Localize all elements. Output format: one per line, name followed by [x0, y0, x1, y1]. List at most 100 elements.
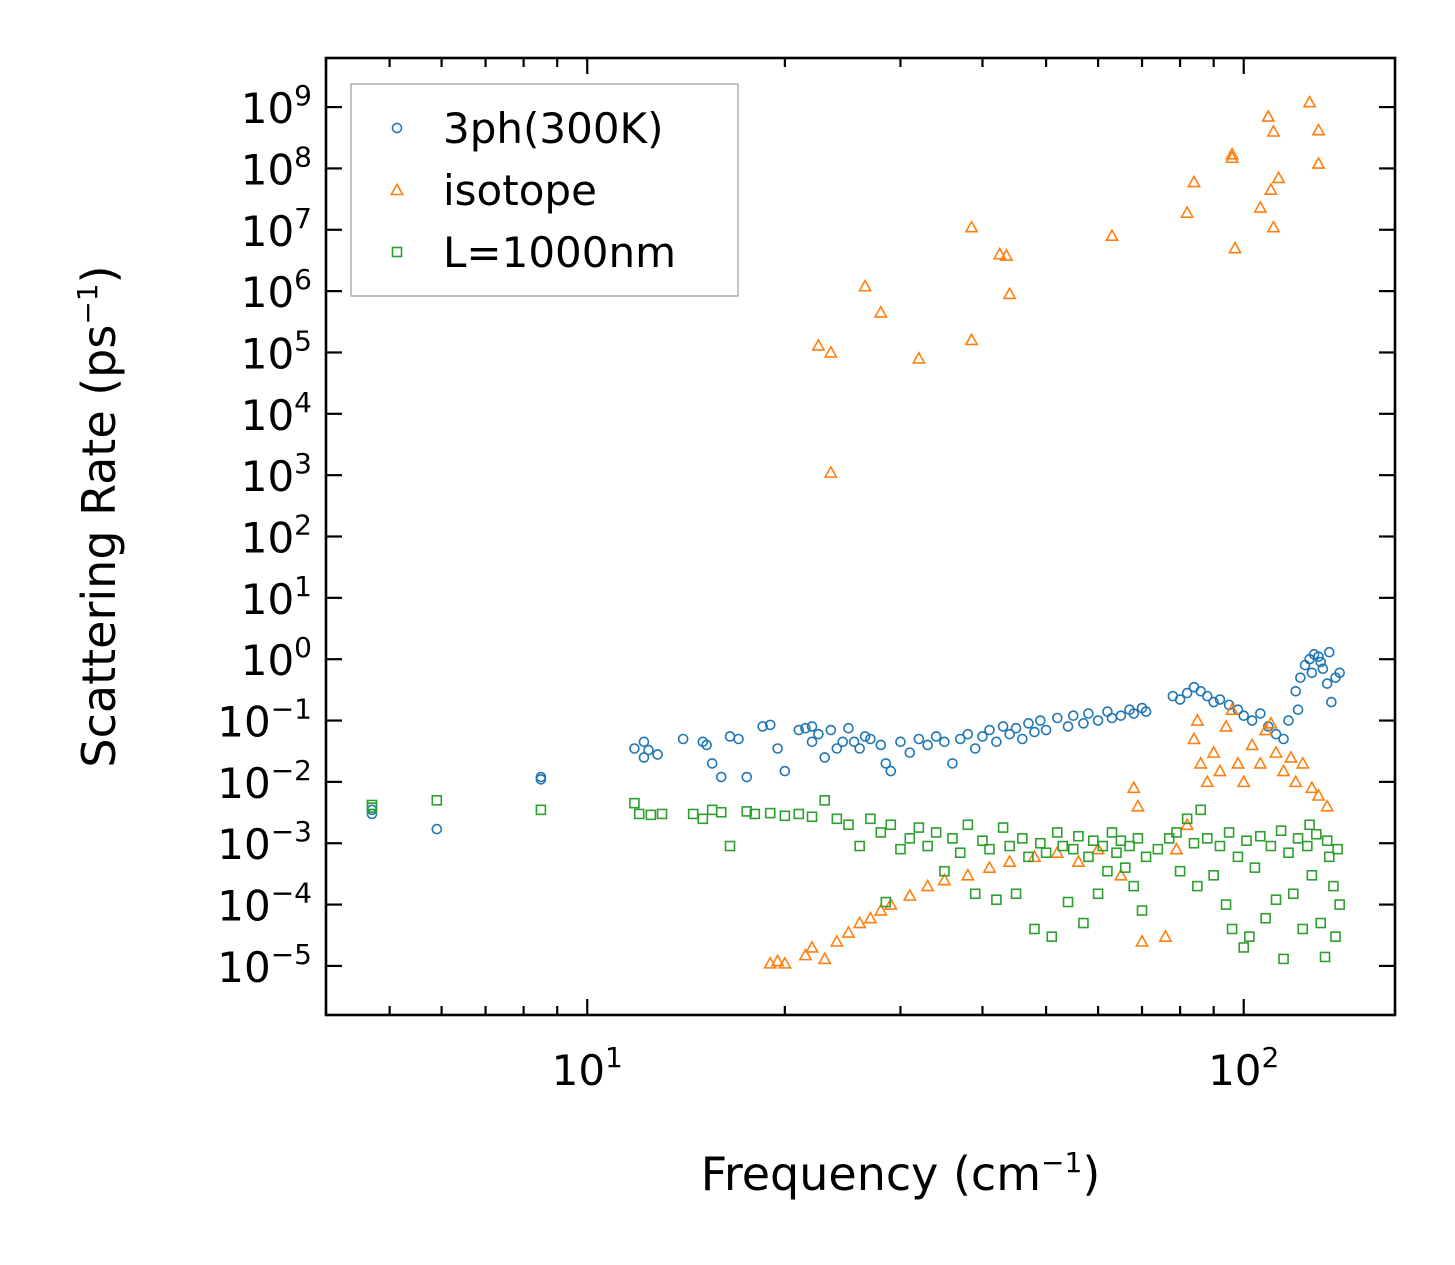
square-marker	[633, 808, 645, 820]
square-marker	[1140, 851, 1152, 863]
circle-marker	[1214, 694, 1226, 705]
triangle-marker	[1091, 841, 1106, 855]
square-marker	[913, 822, 925, 833]
triangle-legend-icon	[390, 182, 404, 196]
square-marker	[947, 833, 958, 844]
y-tick-label: 10−1	[217, 693, 312, 747]
square-marker	[1270, 894, 1282, 906]
square-marker	[991, 894, 1002, 906]
circle-marker	[875, 739, 887, 751]
square-marker	[939, 865, 950, 877]
triangle-marker	[805, 940, 820, 953]
square-marker	[1092, 888, 1104, 900]
circle-marker	[1283, 715, 1294, 726]
triangle-marker	[1253, 756, 1268, 769]
circle-marker	[947, 758, 958, 769]
square-marker	[1208, 870, 1219, 881]
triangle-marker	[964, 219, 979, 233]
square-marker	[977, 835, 988, 846]
triangle-marker	[1288, 774, 1303, 788]
triangle-marker	[1187, 731, 1201, 745]
square-marker	[885, 819, 897, 831]
square-marker	[1311, 828, 1322, 840]
circle-marker	[1255, 708, 1266, 719]
circle-marker	[643, 744, 654, 756]
circle-marker	[772, 743, 783, 754]
triangle-marker	[1105, 228, 1119, 242]
square-marker	[431, 795, 443, 806]
circle-marker	[1290, 685, 1301, 697]
square-marker	[904, 833, 916, 844]
circle-marker	[1092, 715, 1104, 726]
square-marker	[1119, 862, 1131, 873]
triangle-marker	[1071, 854, 1086, 867]
square-marker	[954, 847, 966, 859]
triangle-marker	[1311, 156, 1326, 169]
square-marker	[1275, 825, 1287, 837]
legend-label: 3ph(300K)	[443, 104, 663, 153]
circle-marker	[1299, 659, 1311, 671]
square-marker	[1306, 870, 1318, 881]
circle-marker	[1106, 712, 1118, 724]
y-tick-label: 109	[241, 79, 312, 133]
circle-marker	[806, 721, 818, 732]
triangle-marker	[1225, 147, 1240, 160]
square-marker	[687, 808, 699, 820]
triangle-marker	[1002, 286, 1017, 300]
y-tick-label: 106	[241, 263, 312, 317]
circle-marker	[954, 733, 966, 745]
circle-marker	[904, 747, 916, 758]
circle-marker	[741, 771, 753, 783]
circle-marker	[1062, 721, 1074, 732]
square-marker	[1062, 896, 1074, 908]
square-marker	[1136, 905, 1148, 916]
circle-marker	[880, 758, 892, 769]
square-marker	[535, 804, 547, 816]
triangle-marker	[920, 878, 935, 892]
square-marker	[969, 888, 981, 900]
triangle-marker	[1263, 716, 1278, 729]
circle-marker	[638, 736, 650, 748]
square-marker	[764, 807, 776, 819]
series-2	[366, 795, 1345, 965]
circle-marker	[854, 743, 865, 754]
square-marker	[724, 840, 736, 852]
circle-marker	[1010, 722, 1022, 734]
square-marker	[1051, 827, 1063, 838]
square-marker	[1223, 827, 1235, 838]
circle-marker	[813, 728, 824, 740]
triangle-marker	[823, 345, 838, 358]
square-marker	[997, 822, 1009, 833]
square-marker	[1265, 840, 1277, 852]
triangle-marker	[817, 951, 832, 965]
x-axis-title: Frequency (cm−1)	[701, 1146, 1101, 1201]
square-marker	[1255, 830, 1266, 842]
circle-marker	[431, 823, 443, 835]
triangle-marker	[1283, 750, 1298, 763]
square-marker	[1040, 847, 1052, 859]
circle-marker	[831, 743, 843, 754]
square-marker	[854, 840, 865, 852]
circle-marker	[930, 731, 942, 742]
triangle-marker	[1225, 702, 1240, 716]
square-marker	[1087, 835, 1099, 846]
triangle-marker	[1320, 799, 1335, 812]
triangle-marker	[902, 888, 917, 901]
circle-marker	[638, 752, 650, 763]
square-marker	[1315, 917, 1327, 929]
triangle-marker	[823, 465, 838, 478]
triangle-marker	[1258, 722, 1273, 736]
triangle-marker	[1266, 124, 1281, 137]
x-tick-label: 101	[552, 1041, 623, 1095]
square-marker	[806, 811, 818, 823]
square-marker	[1128, 880, 1140, 892]
square-marker	[1330, 931, 1341, 942]
square-marker	[793, 808, 805, 820]
square-marker	[1152, 843, 1164, 855]
square-marker	[930, 827, 942, 838]
circle-marker	[1278, 733, 1289, 745]
square-marker	[1102, 865, 1113, 877]
square-marker	[1283, 847, 1294, 859]
circle-marker	[1035, 715, 1046, 726]
circle-marker	[779, 765, 791, 777]
